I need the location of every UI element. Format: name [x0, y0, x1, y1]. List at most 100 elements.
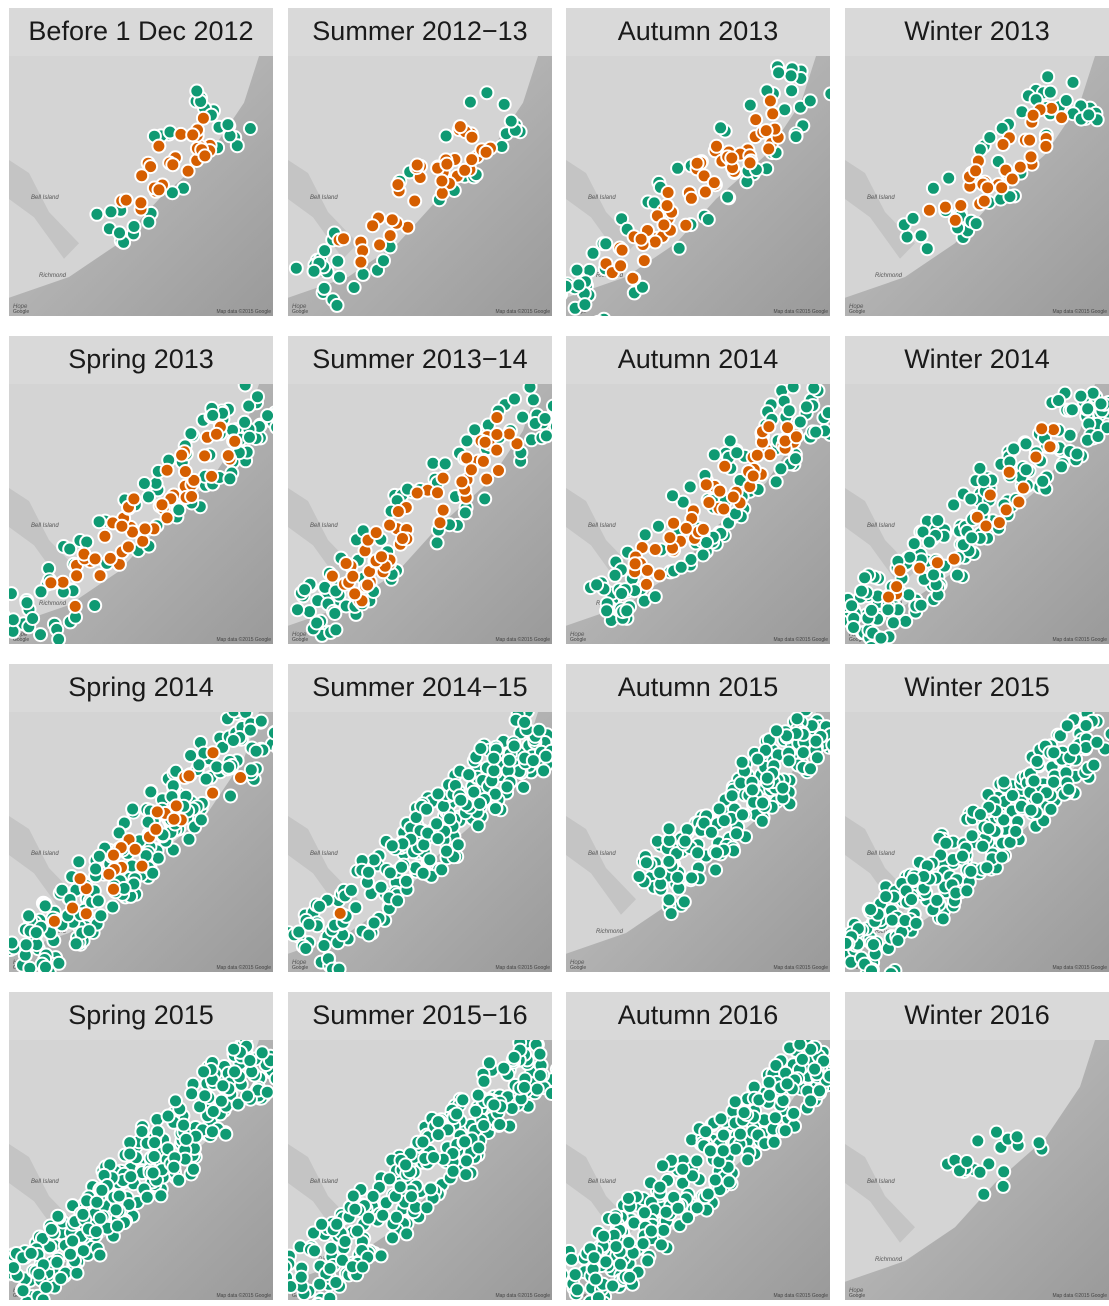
- sighting: [907, 212, 920, 225]
- sighting: [635, 233, 648, 246]
- sighting: [459, 1168, 472, 1181]
- sighting: [215, 1095, 228, 1108]
- sighting: [713, 485, 726, 498]
- sighting: [234, 771, 247, 784]
- sighting: [431, 486, 444, 499]
- sighting: [80, 907, 93, 920]
- sighting: [432, 787, 445, 800]
- sighting: [948, 553, 961, 566]
- sighting: [736, 756, 749, 769]
- sighting: [308, 265, 321, 278]
- sighting: [185, 490, 198, 503]
- map: Bell IslandRichmondHopeMap data ©2015 Go…: [0, 1032, 289, 1301]
- sighting: [620, 604, 633, 617]
- sighting: [255, 715, 268, 728]
- sighting: [969, 164, 982, 177]
- sighting: [756, 815, 769, 828]
- sighting: [348, 281, 361, 294]
- sighting: [376, 1209, 389, 1222]
- sighting: [1003, 466, 1016, 479]
- sighting: [329, 1276, 342, 1289]
- sighting: [138, 477, 151, 490]
- sighting: [197, 1065, 210, 1078]
- sighting: [794, 416, 807, 429]
- sighting: [614, 259, 627, 272]
- logo: Google: [849, 1293, 865, 1299]
- sighting: [714, 121, 727, 134]
- sighting: [458, 1135, 471, 1148]
- sighting: [129, 843, 142, 856]
- logo: Google: [292, 637, 308, 643]
- sighting: [782, 754, 795, 767]
- panel-title: Autumn 2016: [618, 1000, 779, 1030]
- sighting: [462, 768, 475, 781]
- sighting: [751, 449, 764, 462]
- sighting: [1039, 140, 1052, 153]
- sighting: [420, 803, 433, 816]
- sighting: [804, 94, 817, 107]
- sighting: [93, 850, 106, 863]
- sighting: [416, 1136, 429, 1149]
- map-label: Bell Island: [867, 1179, 895, 1185]
- sighting: [156, 498, 169, 511]
- sighting: [939, 201, 952, 214]
- sighting: [63, 543, 76, 556]
- sighting: [691, 1201, 704, 1214]
- sighting: [503, 428, 516, 441]
- sighting: [89, 863, 102, 876]
- map-label: Bell Island: [867, 523, 895, 529]
- sighting: [227, 734, 240, 747]
- map-label: Bell Island: [310, 195, 338, 201]
- sighting: [774, 462, 787, 475]
- sighting: [185, 1087, 198, 1100]
- sighting: [633, 870, 646, 883]
- panel-title: Autumn 2014: [618, 344, 779, 374]
- sighting: [23, 962, 36, 975]
- sighting: [0, 608, 9, 621]
- sighting: [324, 1262, 337, 1275]
- sighting: [725, 152, 738, 165]
- sighting: [34, 650, 47, 663]
- sighting: [609, 1213, 622, 1226]
- credit: Map data ©2015 Google: [773, 636, 828, 643]
- sighting: [667, 517, 680, 530]
- sighting: [744, 99, 757, 112]
- sighting: [83, 924, 96, 937]
- credit: Map data ©2015 Google: [1052, 308, 1107, 315]
- logo: Google: [292, 309, 308, 315]
- sighting: [518, 1081, 531, 1094]
- sighting: [769, 1111, 782, 1124]
- map-label: Bell Island: [31, 195, 59, 201]
- sighting: [702, 1188, 715, 1201]
- sighting: [1025, 150, 1038, 163]
- sighting: [390, 1211, 403, 1224]
- sighting: [555, 1268, 568, 1281]
- sighting: [45, 1223, 58, 1236]
- sighting: [791, 712, 804, 725]
- sighting: [1068, 743, 1081, 756]
- sighting: [110, 1203, 123, 1216]
- sighting: [223, 472, 236, 485]
- sighting: [329, 623, 342, 636]
- sighting: [1031, 792, 1044, 805]
- sighting: [501, 780, 514, 793]
- sighting: [421, 1201, 434, 1214]
- sighting: [135, 169, 148, 182]
- sighting: [913, 562, 926, 575]
- sighting: [678, 895, 691, 908]
- sighting: [276, 1064, 289, 1077]
- sighting: [518, 716, 531, 729]
- sighting: [102, 868, 115, 881]
- sighting: [616, 244, 629, 257]
- sighting: [134, 196, 147, 209]
- sighting: [738, 1106, 751, 1119]
- sighting: [206, 409, 219, 422]
- sighting: [533, 724, 546, 737]
- sighting: [434, 516, 447, 529]
- sighting: [141, 1191, 154, 1204]
- sighting: [804, 762, 817, 775]
- sighting: [770, 475, 783, 488]
- sighting: [161, 464, 174, 477]
- sighting: [1052, 394, 1065, 407]
- credit: Map data ©2015 Google: [216, 1292, 271, 1299]
